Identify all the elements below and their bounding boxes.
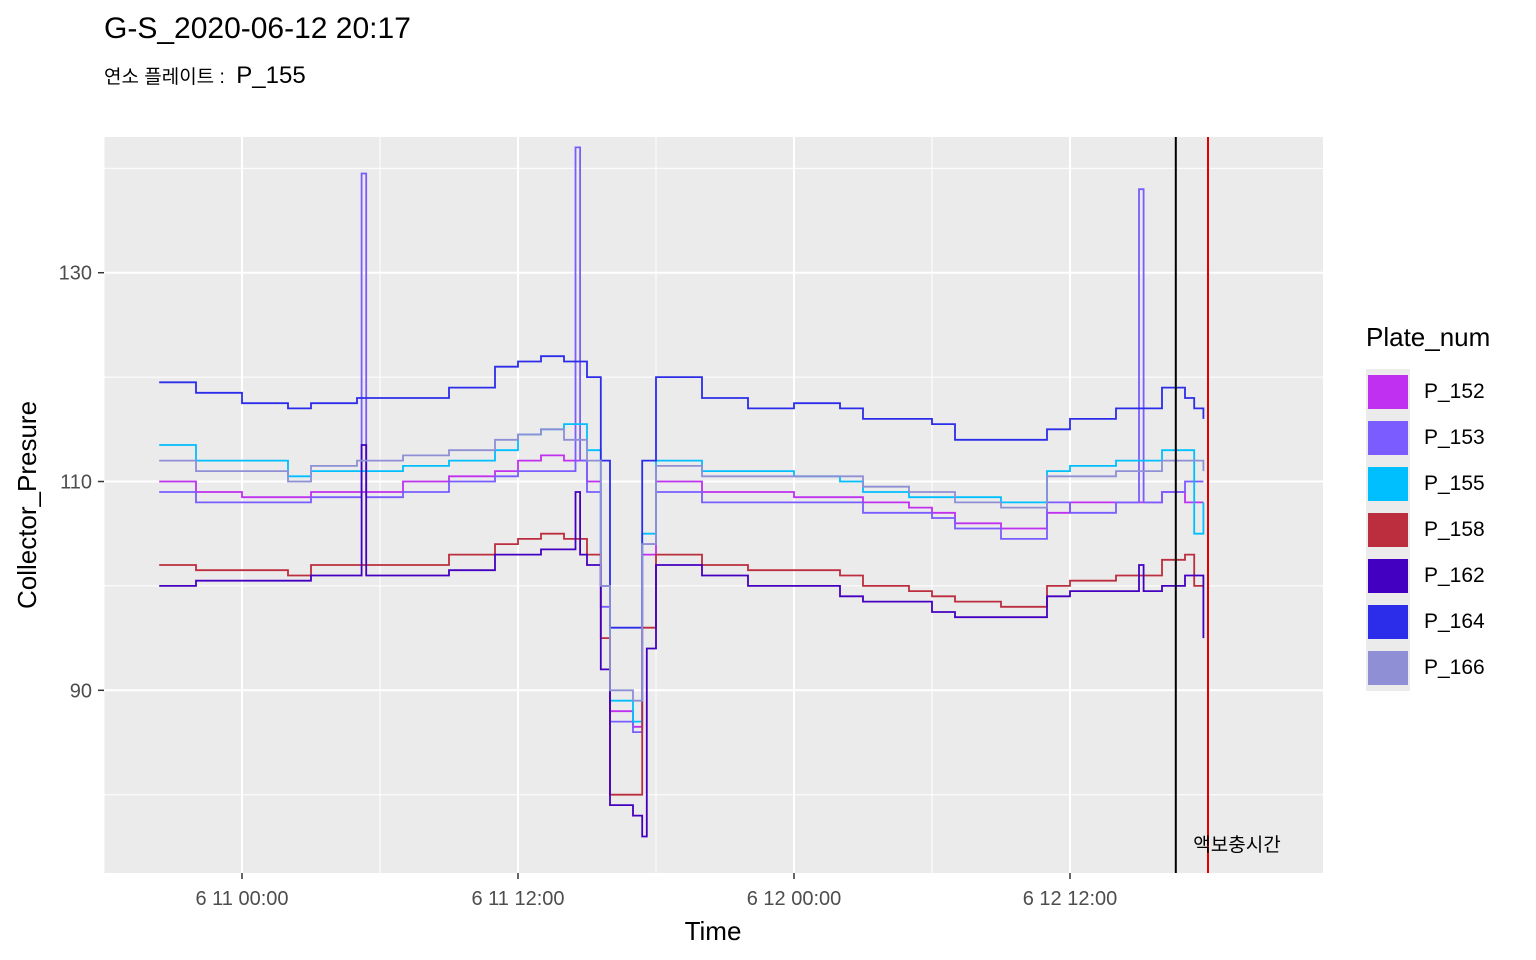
legend-item-p-152: P_152 — [1366, 369, 1490, 415]
legend-label: P_162 — [1424, 564, 1485, 587]
y-axis-title: Collector_Presure — [12, 401, 42, 609]
legend-swatch — [1368, 513, 1408, 547]
subtitle-value: P_155 — [236, 62, 306, 89]
legend-item-p-164: P_164 — [1366, 599, 1490, 645]
plot-panel — [104, 137, 1323, 873]
legend-item-p-166: P_166 — [1366, 645, 1490, 691]
legend-label: P_164 — [1424, 610, 1485, 633]
x-axis-title: Time — [685, 916, 742, 946]
legend-swatch — [1368, 651, 1408, 685]
x-tick-label: 6 12 00:00 — [747, 888, 842, 910]
legend-item-p-158: P_158 — [1366, 507, 1490, 553]
legend-items: P_152 P_153 P_155 P_158 P_162 P_164 P_166 — [1366, 369, 1490, 691]
legend-label: P_166 — [1424, 656, 1485, 679]
y-tick-label: 90 — [70, 680, 92, 702]
y-tick-label: 130 — [59, 263, 92, 285]
series-line-p-153 — [159, 146, 1204, 733]
chart-title: G-S_2020-06-12 20:17 — [104, 12, 411, 45]
series-lines — [159, 146, 1205, 838]
legend-swatch — [1368, 375, 1408, 409]
legend-key — [1366, 645, 1410, 691]
legend-key — [1366, 507, 1410, 553]
axes: 6 11 00:00 6 11 12:00 6 12 00:00 6 12 12:00… — [59, 263, 1118, 910]
y-tick-label: 110 — [60, 472, 92, 494]
reference-lines — [1174, 137, 1209, 873]
legend-title: Plate_num — [1366, 322, 1491, 352]
series-line-p-164 — [159, 355, 1205, 629]
series-line-p-166 — [159, 428, 1205, 702]
series-line-p-162 — [159, 444, 1205, 838]
legend-key — [1366, 415, 1410, 461]
legend-item-p-153: P_153 — [1366, 415, 1490, 461]
legend-key — [1366, 599, 1410, 645]
legend-item-p-155: P_155 — [1366, 461, 1490, 507]
x-tick-label: 6 11 00:00 — [195, 888, 288, 910]
x-tick-label: 6 11 12:00 — [471, 888, 564, 910]
annotation-label: 액보충시간 — [1193, 834, 1280, 856]
legend-key — [1366, 369, 1410, 415]
legend-swatch — [1368, 421, 1408, 455]
legend-swatch — [1368, 467, 1408, 501]
legend-key — [1366, 553, 1410, 599]
subtitle-label: 연소 플레이트 : — [104, 67, 225, 88]
legend-swatch — [1368, 605, 1408, 639]
x-tick-label: 6 12 12:00 — [1023, 888, 1118, 910]
legend-label: P_153 — [1424, 426, 1485, 449]
series-line-p-158 — [159, 532, 1204, 796]
legend-swatch — [1368, 559, 1408, 593]
legend-label: P_158 — [1424, 518, 1485, 541]
chart-subtitle: 연소 플레이트 : P_155 — [104, 62, 306, 90]
legend: Plate_num P_152 P_153 P_155 P_158 P_162 P_164… — [1366, 322, 1490, 691]
legend-item-p-162: P_162 — [1366, 553, 1490, 599]
legend-key — [1366, 461, 1410, 507]
legend-label: P_155 — [1424, 472, 1485, 495]
legend-label: P_152 — [1424, 380, 1485, 403]
